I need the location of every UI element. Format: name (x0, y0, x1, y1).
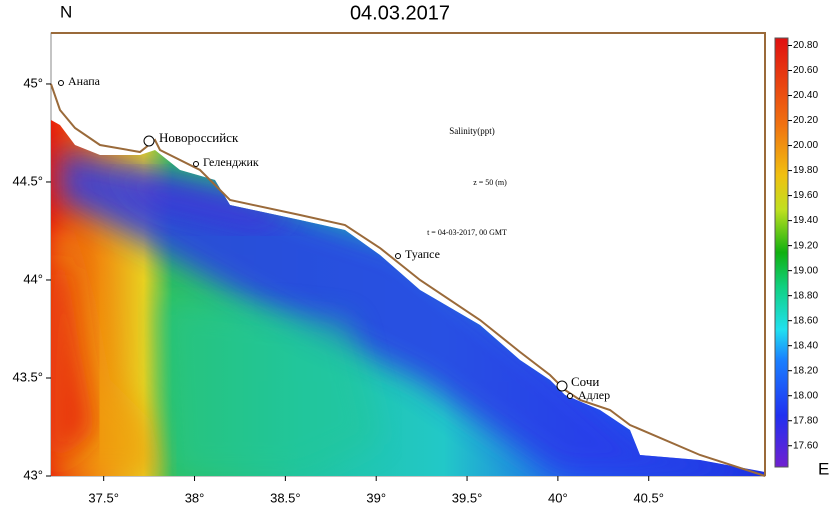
colorbar (774, 37, 789, 468)
y-tick-label: 44° (23, 271, 43, 286)
colorbar-tick-label: 18.20 (793, 365, 818, 376)
x-tick-label: 40° (548, 490, 568, 505)
y-tick-label: 43.5° (12, 369, 43, 384)
x-tick-label: 39° (366, 490, 386, 505)
city-label: Новороссийск (159, 130, 239, 145)
city-marker (567, 393, 573, 399)
colorbar-tick-label: 20.20 (793, 115, 818, 126)
colorbar-tick-label: 20.60 (793, 65, 818, 76)
x-tick-label: 40.5° (633, 490, 664, 505)
city-marker (58, 80, 64, 86)
y-tick-label: 45° (23, 75, 43, 90)
map-border (51, 32, 766, 476)
colorbar-tick-label: 18.00 (793, 390, 818, 401)
colorbar-tick-label: 19.20 (793, 240, 818, 251)
colorbar-tick-label: 19.60 (793, 190, 818, 201)
colorbar-tick-label: 20.00 (793, 140, 818, 151)
colorbar-tick-label: 18.60 (793, 315, 818, 326)
city-label: Сочи (571, 374, 599, 389)
colorbar-tick-label: 18.80 (793, 290, 818, 301)
colorbar-tick-label: 19.80 (793, 165, 818, 176)
x-tick-label: 37.5° (88, 490, 119, 505)
y-axis-label: N (60, 2, 72, 21)
x-axis-label: E (818, 459, 829, 478)
city-label: Туапсе (405, 247, 440, 261)
city-marker (193, 161, 199, 167)
x-tick-label: 38° (185, 490, 205, 505)
chart-title: 04.03.2017 (350, 2, 450, 24)
city-marker (143, 135, 155, 147)
city-label: Анапа (68, 74, 101, 88)
colorbar-tick-label: 17.60 (793, 440, 818, 451)
annotation: z = 50 (m) (473, 178, 507, 187)
x-tick-label: 39.5° (452, 490, 483, 505)
y-tick-label: 43° (23, 467, 43, 482)
cities: Анапа Новороссийск Геленджик Туапсе Сочи… (58, 74, 610, 402)
colorbar-tick-label: 17.80 (793, 415, 818, 426)
colorbar-tick-label: 20.40 (793, 90, 818, 101)
colorbar-tick-label: 19.00 (793, 265, 818, 276)
annotation: Salinity(ppt) (449, 126, 495, 136)
city-marker (395, 253, 401, 259)
x-tick-label: 38.5° (270, 490, 301, 505)
colorbar-tick-label: 18.40 (793, 340, 818, 351)
colorbar-tick-label: 20.80 (793, 40, 818, 51)
city-label: Адлер (578, 388, 610, 402)
colorbar-tick-label: 19.40 (793, 215, 818, 226)
coastline (50, 83, 766, 477)
city-marker (556, 380, 568, 392)
annotation: t = 04-03-2017, 00 GMT (427, 228, 507, 237)
city-label: Геленджик (203, 155, 259, 169)
y-tick-label: 44.5° (12, 173, 43, 188)
